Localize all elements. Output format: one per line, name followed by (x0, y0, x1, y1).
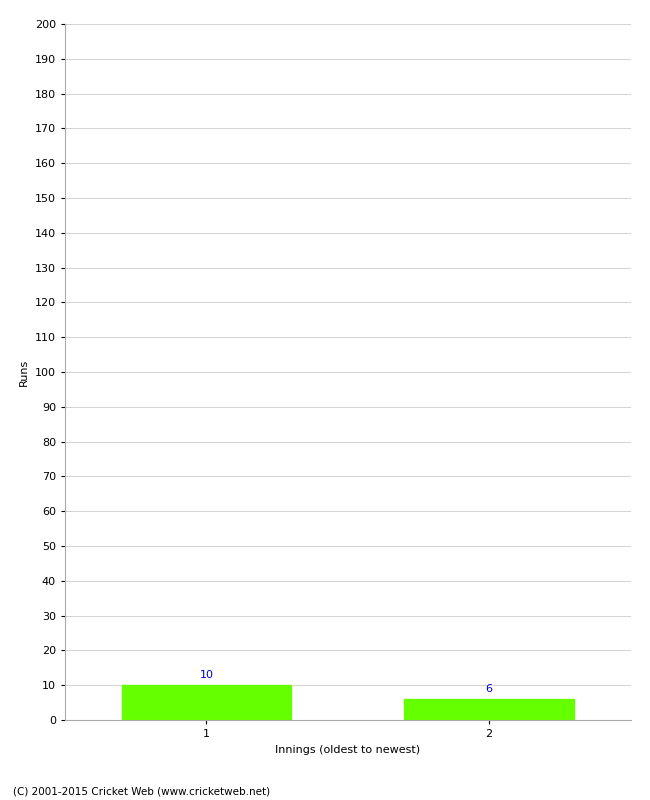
Text: 6: 6 (486, 684, 493, 694)
X-axis label: Innings (oldest to newest): Innings (oldest to newest) (275, 745, 421, 754)
Bar (404, 699, 574, 720)
Text: (C) 2001-2015 Cricket Web (www.cricketweb.net): (C) 2001-2015 Cricket Web (www.cricketwe… (13, 786, 270, 796)
Text: 10: 10 (200, 670, 213, 680)
Bar (122, 685, 291, 720)
Y-axis label: Runs: Runs (20, 358, 29, 386)
